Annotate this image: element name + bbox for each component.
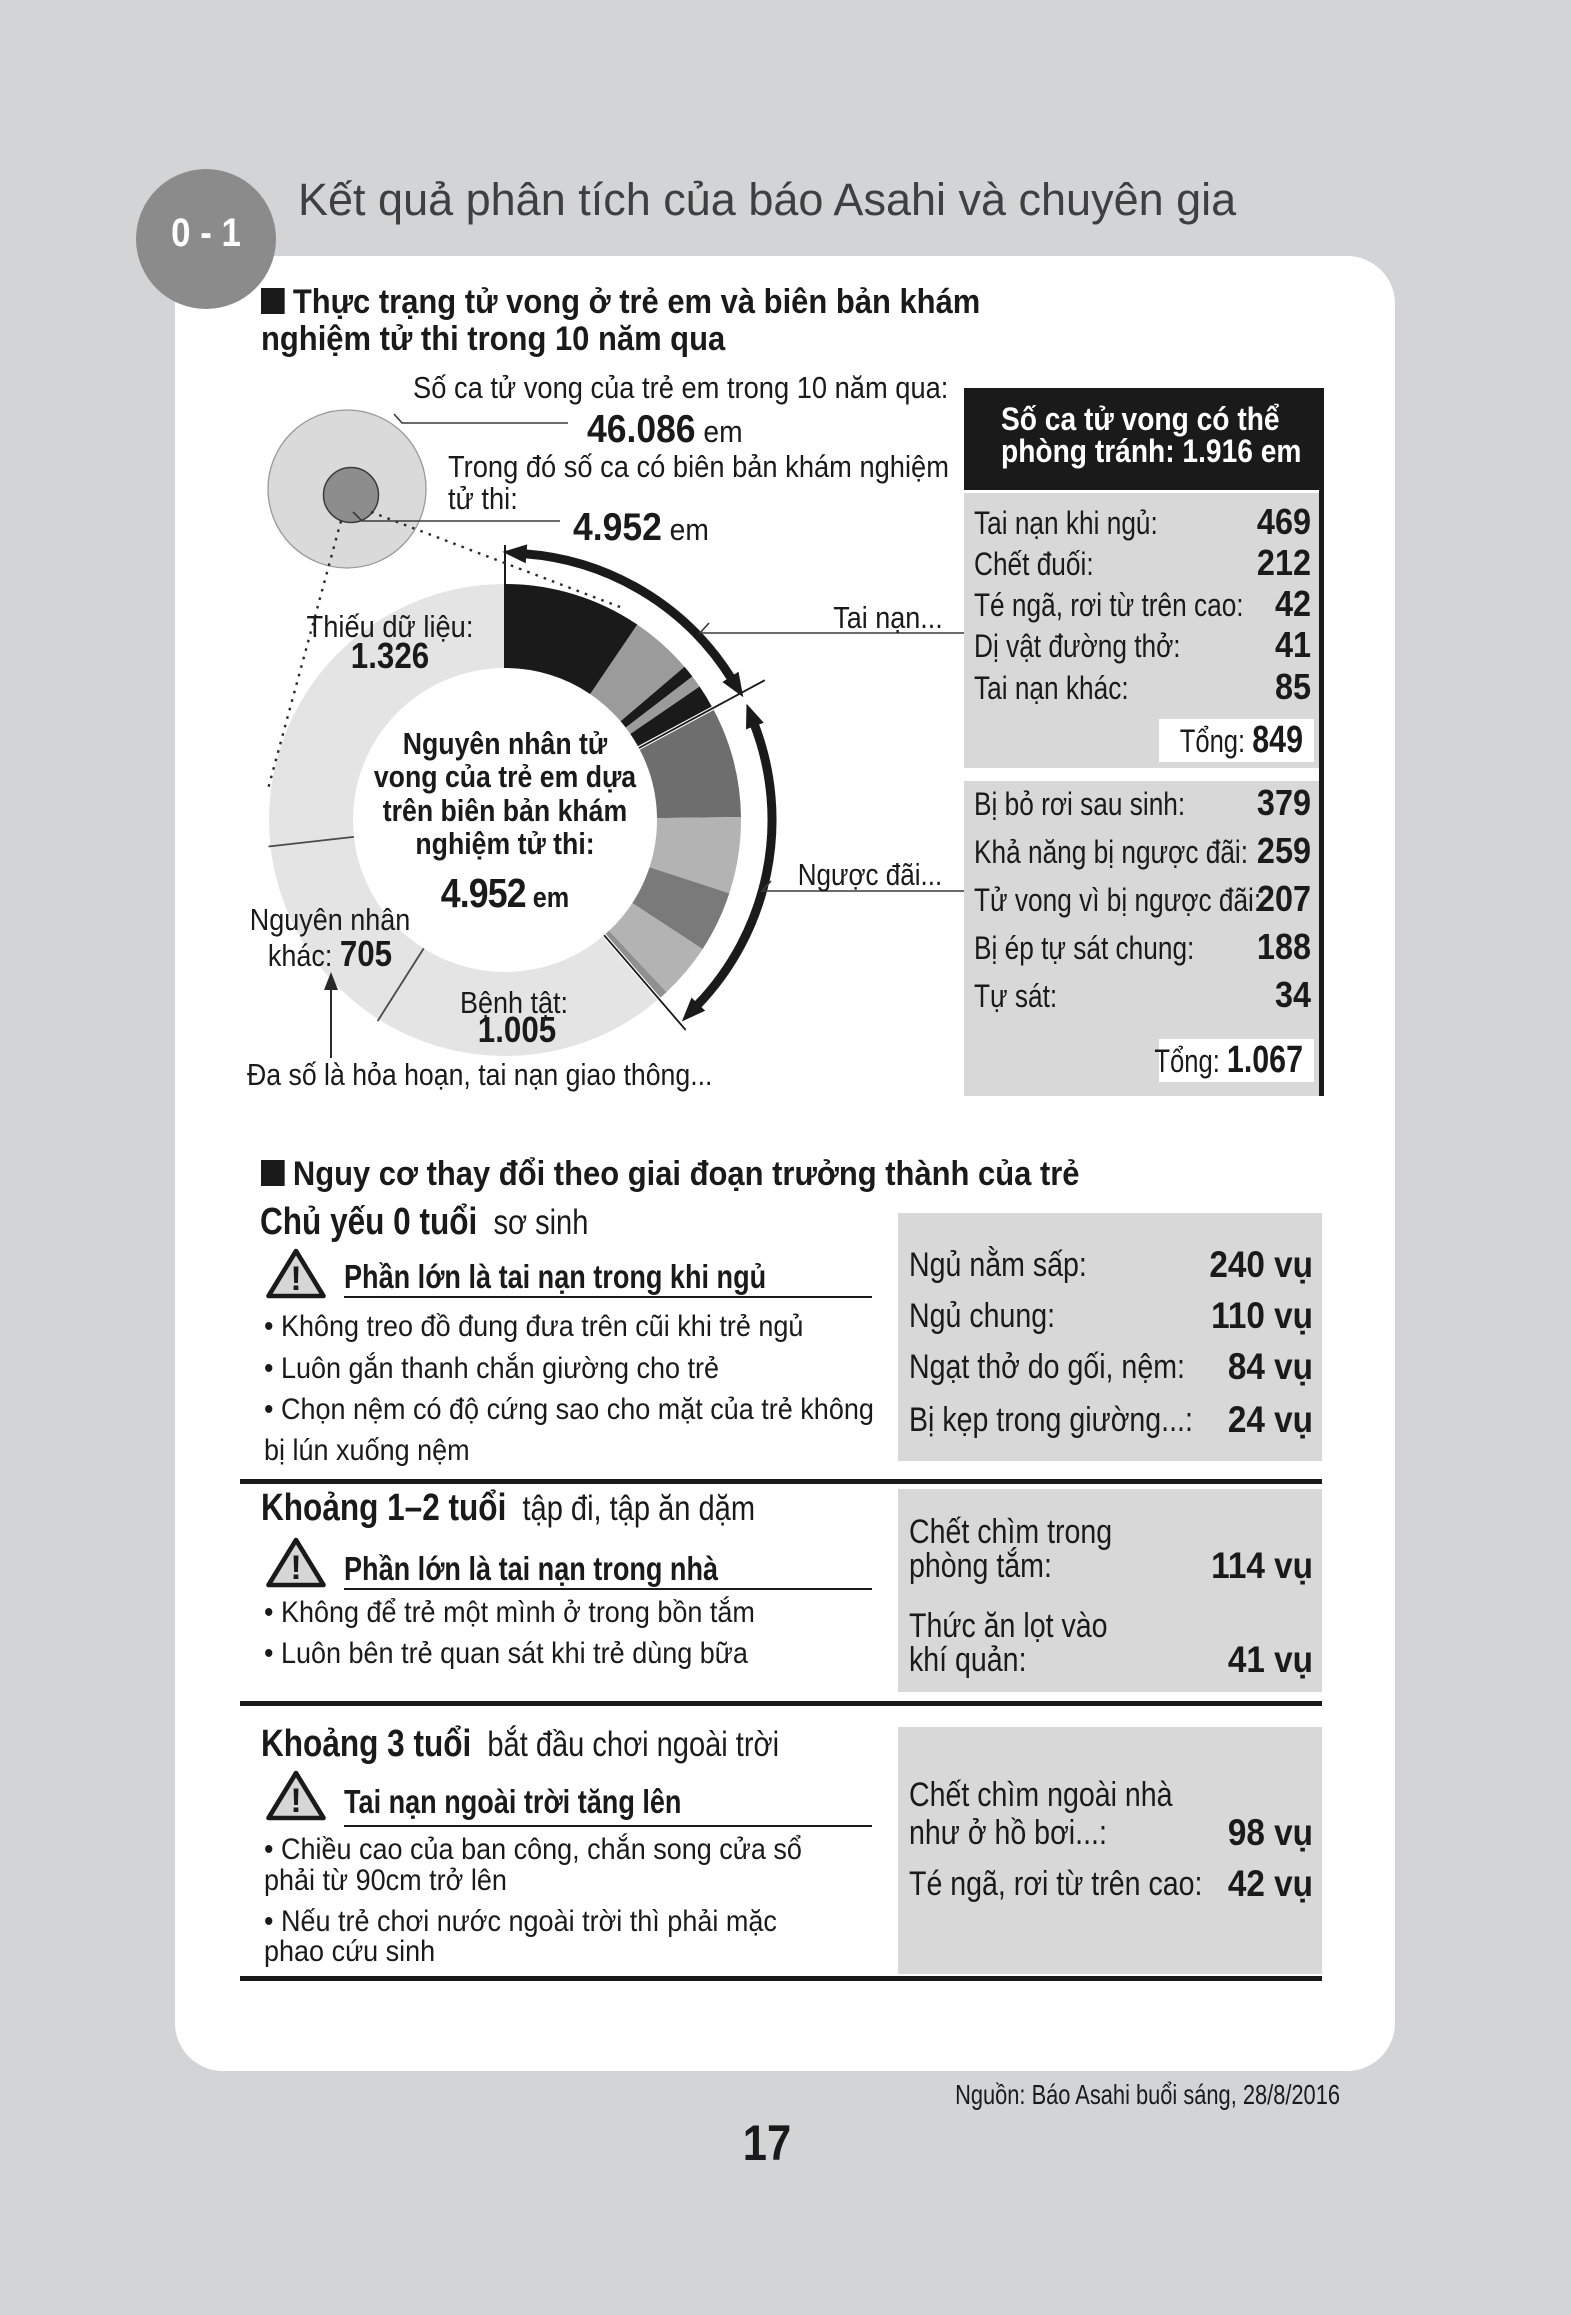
svg-text:!: ! (290, 1549, 301, 1587)
svg-text:!: ! (290, 1782, 301, 1820)
svg-text:!: ! (290, 1260, 301, 1298)
